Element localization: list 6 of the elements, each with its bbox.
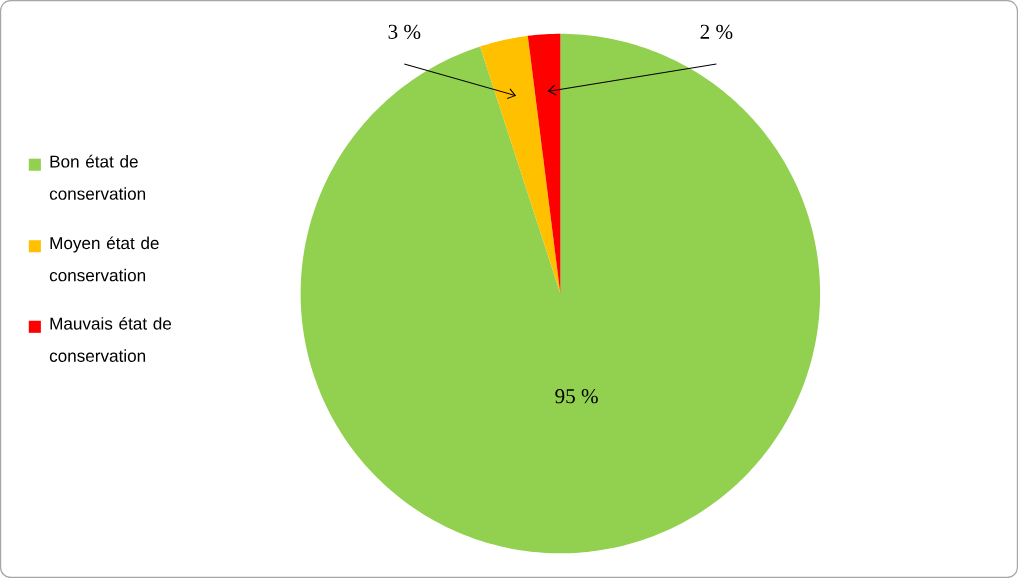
data-label: 2 %	[700, 24, 733, 39]
data-label: 95 %	[555, 388, 598, 404]
legend-label: Mauvais état de conservation	[49, 316, 172, 362]
data-label: 3 %	[388, 24, 421, 39]
legend-label: Bon état de conservation	[49, 154, 146, 200]
legend-label: Moyen état de conservation	[49, 236, 159, 282]
